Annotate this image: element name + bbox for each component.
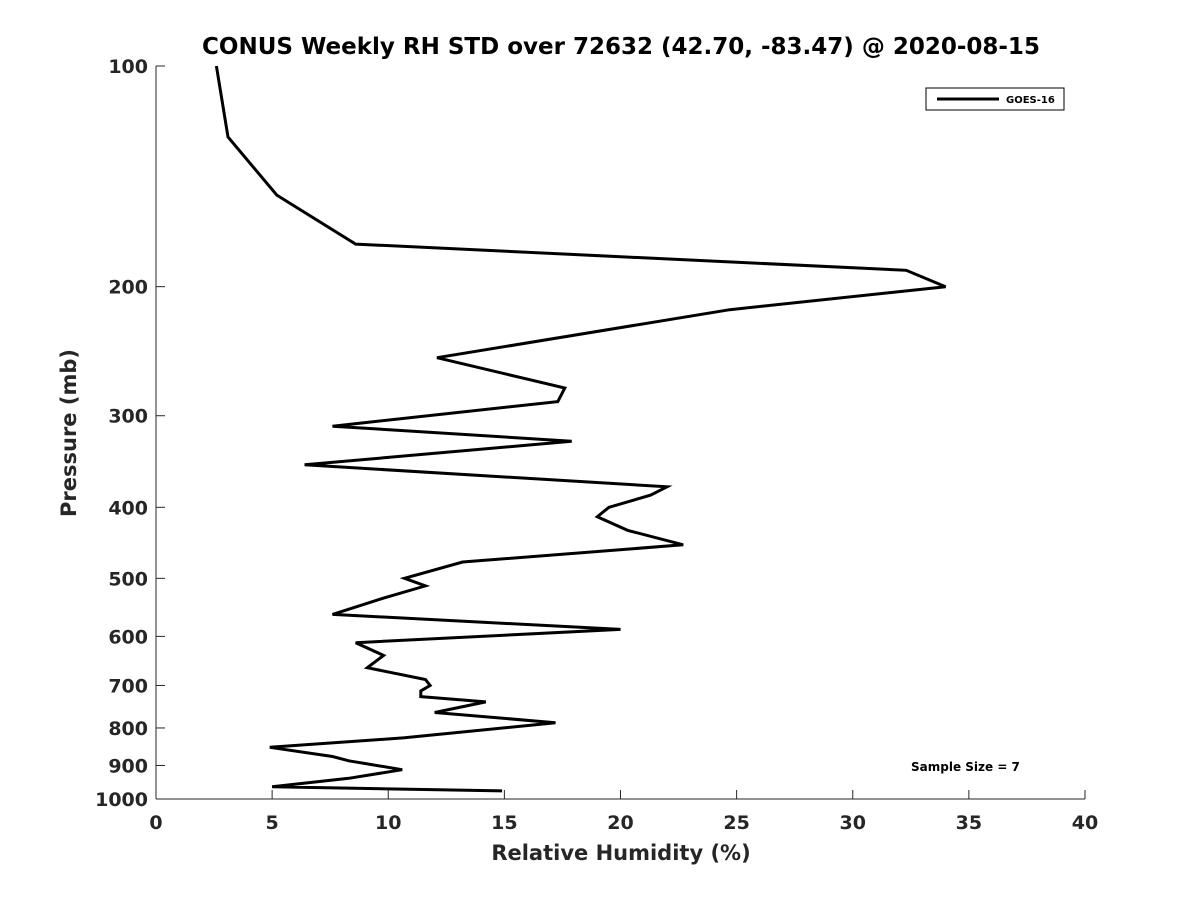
x-tick-label: 0	[149, 812, 162, 834]
x-tick-label: 15	[491, 812, 517, 834]
y-axis-label: Pressure (mb)	[57, 349, 81, 517]
series-layer	[214, 65, 947, 793]
legend-label-goes-16: GOES-16	[1006, 95, 1055, 106]
x-tick-label: 40	[1072, 812, 1098, 834]
y-tick-label: 200	[108, 277, 148, 299]
y-tick-label: 700	[108, 675, 148, 697]
x-axis-label: Relative Humidity (%)	[491, 841, 750, 865]
x-tick-label: 10	[375, 812, 401, 834]
y-tick-label: 400	[108, 497, 148, 519]
x-tick-label: 30	[840, 812, 866, 834]
legend: GOES-16	[925, 87, 1065, 111]
y-tick-label: 300	[108, 406, 148, 428]
y-tick-label: 1000	[95, 789, 148, 811]
y-tick-label: 900	[108, 755, 148, 777]
x-tick-label: 35	[956, 812, 982, 834]
x-tick-label: 25	[723, 812, 749, 834]
chart-title: CONUS Weekly RH STD over 72632 (42.70, -…	[202, 34, 1040, 60]
series-line-goes-16	[214, 65, 947, 793]
y-tick-label: 500	[108, 568, 148, 590]
x-axis-ticks: 0 5 10 15 20 25 30 35 40	[149, 790, 1098, 834]
plot-axes	[155, 66, 1085, 800]
x-tick-label: 5	[266, 812, 279, 834]
y-tick-label: 600	[108, 626, 148, 648]
y-axis-ticks: 100 200 300 400 500 600 700 800 900 1000	[95, 56, 165, 811]
x-tick-label: 20	[607, 812, 633, 834]
y-tick-label: 100	[108, 56, 148, 78]
y-tick-label: 800	[108, 718, 148, 740]
sample-size-annotation: Sample Size = 7	[911, 760, 1020, 774]
